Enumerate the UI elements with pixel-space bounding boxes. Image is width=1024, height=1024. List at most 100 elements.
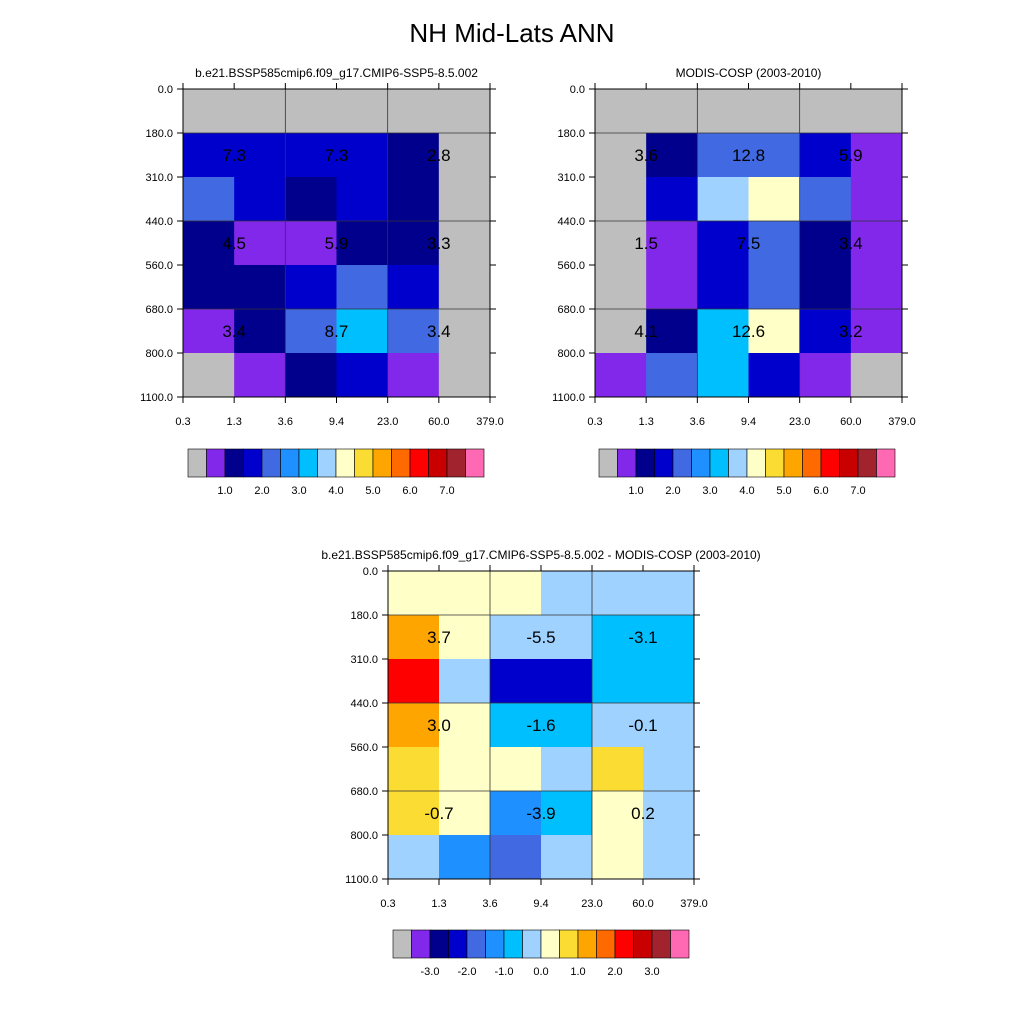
heatmap-cell [646,309,698,354]
x-tick-label: 3.6 [278,416,293,428]
y-tick-label: 680.0 [557,304,585,316]
colorbar-swatch [577,929,597,959]
heatmap-cell [336,177,389,222]
cell-value-label: -0.7 [424,804,453,823]
heatmap-cell [799,353,852,398]
heatmap-cell [697,133,749,178]
colorbar-label: 7.0 [439,485,454,497]
cell-value-label: 4.1 [634,322,658,341]
heatmap-cell [646,353,698,398]
heatmap-cell [438,353,491,398]
heatmap-cell [234,177,286,222]
x-tick-label: 1.3 [431,898,446,910]
heatmap-cell [799,265,852,310]
colorbar-swatch [633,929,653,959]
cell-value-label: -5.5 [526,628,555,647]
y-tick-label: 560.0 [145,260,173,272]
panel-title: b.e21.BSSP585cmip6.f09_g17.CMIP6-SSP5-8.… [321,548,760,562]
cell-value-label: -3.1 [628,628,657,647]
heatmap-cell [388,703,440,748]
heatmap-cell [490,615,542,660]
heatmap-cell [387,133,440,178]
x-tick-label: 9.4 [329,416,344,428]
heatmap-cell [646,89,698,134]
colorbar-swatch [596,929,616,959]
y-tick-label: 800.0 [557,348,585,360]
heatmap-cell [234,353,286,398]
panel-title: MODIS-COSP (2003-2010) [676,66,822,80]
cell-value-label: 3.4 [427,322,451,341]
cell-value-label: 2.8 [427,146,451,165]
colorbar-swatch [465,448,485,478]
heatmap-cell [285,221,337,266]
heatmap-cell [646,133,698,178]
heatmap-cell [592,659,644,704]
x-tick-label: 0.3 [175,416,190,428]
heatmap-cell [595,133,647,178]
cell-value-label: 12.8 [732,146,765,165]
heatmap-cell [183,309,235,354]
heatmap-cell [646,265,698,310]
heatmap-cell [850,89,903,134]
cell-value-label: 3.7 [427,628,451,647]
x-tick-label: 0.3 [380,898,395,910]
colorbar-swatch [614,929,634,959]
x-tick-label: 23.0 [789,416,810,428]
colorbar-swatch [485,929,505,959]
colorbar-swatch [522,929,542,959]
heatmap-cell [748,89,801,134]
cell-value-label: 3.4 [222,322,246,341]
heatmap-cell [595,221,647,266]
heatmap-cell [541,571,593,616]
heatmap-cell [850,309,903,354]
heatmap-cell [595,89,647,134]
heatmap-cell [439,747,491,792]
heatmap-cell [234,265,286,310]
panel-title: b.e21.BSSP585cmip6.f09_g17.CMIP6-SSP5-8.… [195,66,478,80]
heatmap-cell [646,221,698,266]
cell-value-label: 7.5 [737,234,761,253]
heatmap-cell [285,133,337,178]
heatmap-cell [183,353,235,398]
heatmap-cell [592,747,644,792]
y-tick-label: 180.0 [557,128,585,140]
colorbar-swatch [466,929,486,959]
heatmap-cell [336,133,389,178]
colorbar-label: -3.0 [421,966,440,978]
cell-value-label: 3.0 [427,716,451,735]
heatmap-cell [285,309,337,354]
colorbar-label: 7.0 [850,485,865,497]
heatmap-cell [799,177,852,222]
heatmap-cell [439,659,491,704]
heatmap-cell [799,221,852,266]
heatmap-cell [592,791,644,836]
colorbar-label: 5.0 [365,485,380,497]
cell-value-label: -3.9 [526,804,555,823]
heatmap-cell [285,89,337,134]
y-tick-label: 180.0 [350,610,378,622]
x-tick-label: 60.0 [632,898,653,910]
heatmap-cell [183,177,235,222]
heatmap-cell [748,133,801,178]
heatmap-cell [439,703,491,748]
heatmap-cell [438,177,491,222]
heatmap-cell [388,835,440,880]
figure-title: NH Mid-Lats ANN [409,18,615,48]
x-tick-label: 379.0 [680,898,708,910]
heatmap-cell [697,265,749,310]
heatmap-cell [541,791,593,836]
heatmap-cell [388,571,440,616]
heatmap-cell [592,703,644,748]
y-tick-label: 560.0 [350,742,378,754]
heatmap-cell [234,309,286,354]
colorbar-label: 3.0 [644,966,659,978]
cell-value-label: 8.7 [325,322,349,341]
x-tick-label: 1.3 [639,416,654,428]
colorbar-swatch [411,929,431,959]
colorbar-label: 4.0 [328,485,343,497]
cell-value-label: 3.6 [634,146,658,165]
heatmap-cell [850,177,903,222]
colorbar-label: -1.0 [495,966,514,978]
cell-value-label: 4.5 [222,234,246,253]
heatmap-cell [387,309,440,354]
